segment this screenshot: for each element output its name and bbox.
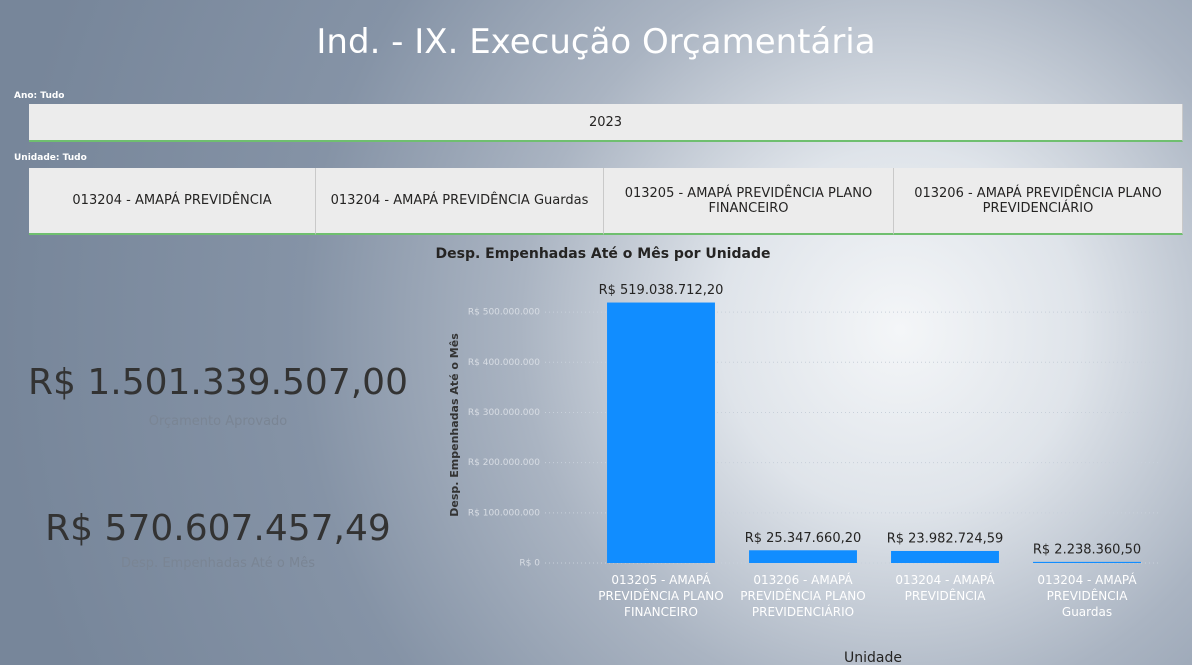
y-tick-label: R$ 400.000.000 — [468, 358, 540, 368]
page-title: Ind. - IX. Execução Orçamentária — [316, 22, 876, 62]
slicer-option[interactable]: 013204 - AMAPÁ PREVIDÊNCIA Guardas — [316, 168, 604, 235]
x-tick-label: 013204 - AMAPÁ PREVIDÊNCIA — [895, 573, 995, 603]
y-tick-label: R$ 300.000.000 — [468, 408, 540, 418]
slicer-option[interactable]: 013206 - AMAPÁ PREVIDÊNCIA PLANO PREVIDE… — [894, 168, 1183, 235]
y-axis-title: Desp. Empenhadas Até o Mês — [448, 333, 461, 517]
y-tick-label: R$ 500.000.000 — [468, 308, 540, 318]
y-tick-label: R$ 200.000.000 — [468, 458, 540, 468]
bar — [1033, 561, 1141, 563]
x-tick-label: 013206 - AMAPÁ PREVIDÊNCIA PLANO PREVIDE… — [740, 573, 866, 619]
x-tick-label: 013204 - AMAPÁ PREVIDÊNCIA Guardas — [1037, 573, 1137, 619]
card-label: Orçamento Aprovado — [148, 414, 288, 429]
filter-label: Unidade: Tudo — [14, 153, 87, 163]
chart-title: Desp. Empenhadas Até o Mês por Unidade — [436, 246, 771, 262]
card-label: Desp. Empenhadas Até o Mês — [121, 556, 315, 571]
y-tick-label: R$ 0 — [519, 559, 540, 569]
slicer-option[interactable]: 013204 - AMAPÁ PREVIDÊNCIA — [29, 168, 316, 235]
bar — [891, 550, 999, 563]
slicer-option[interactable]: 2023 — [29, 104, 1183, 142]
card-value: R$ 570.607.457,49 — [45, 508, 391, 549]
x-tick-label: 013205 - AMAPÁ PREVIDÊNCIA PLANO FINANCE… — [598, 573, 724, 619]
filter-label: Ano: Tudo — [14, 91, 65, 101]
bar — [607, 302, 715, 563]
data-label: R$ 23.982.724,59 — [887, 531, 1004, 546]
bar — [749, 550, 857, 563]
slicer-option[interactable]: 013205 - AMAPÁ PREVIDÊNCIA PLANO FINANCE… — [604, 168, 894, 235]
card-value: R$ 1.501.339.507,00 — [28, 362, 408, 403]
y-tick-label: R$ 100.000.000 — [468, 508, 540, 518]
data-label: R$ 519.038.712,20 — [599, 283, 724, 298]
data-label: R$ 25.347.660,20 — [745, 531, 862, 546]
data-label: R$ 2.238.360,50 — [1033, 542, 1141, 557]
x-axis-title: Unidade — [844, 650, 902, 665]
